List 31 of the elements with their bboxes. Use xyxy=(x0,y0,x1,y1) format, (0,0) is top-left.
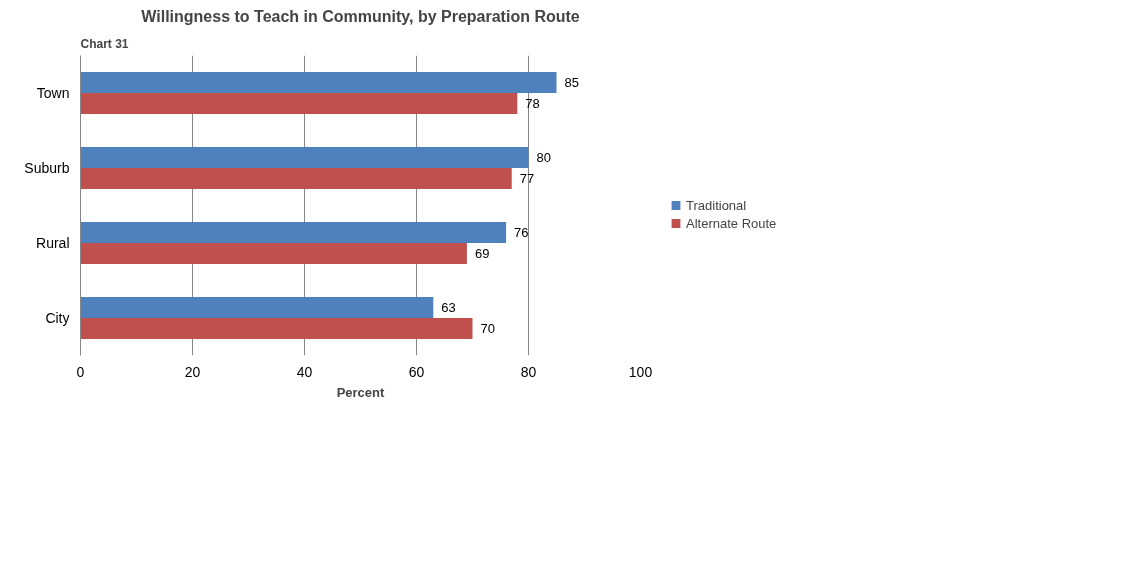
x-tick-label: 80 xyxy=(520,363,537,380)
data-label: 63 xyxy=(441,300,456,315)
chart-title: Willingness to Teach in Community, by Preparation Route xyxy=(141,7,580,25)
x-tick-label: 40 xyxy=(296,363,313,380)
legend-label: Traditional xyxy=(686,197,747,213)
x-tick-label: 0 xyxy=(76,363,85,380)
x-tick-label: 60 xyxy=(408,363,425,380)
data-label: 85 xyxy=(564,75,579,90)
legend-label: Alternate Route xyxy=(686,215,777,231)
bar xyxy=(80,72,557,93)
bar xyxy=(80,243,467,264)
bar xyxy=(80,297,434,318)
bar xyxy=(80,93,518,114)
y-tick-label: Suburb xyxy=(24,160,70,176)
data-label: 69 xyxy=(474,246,490,261)
caption: Chart 31 xyxy=(80,36,129,51)
bar xyxy=(80,318,473,339)
data-label: 80 xyxy=(536,150,551,165)
data-label: 70 xyxy=(480,321,495,336)
y-tick-label: Rural xyxy=(36,235,70,251)
bar xyxy=(80,222,507,243)
y-tick-label: City xyxy=(45,310,70,326)
x-tick-label: 20 xyxy=(184,363,201,380)
y-tick-label: Town xyxy=(36,85,70,101)
bar xyxy=(80,168,512,189)
x-axis-title: Percent xyxy=(336,384,386,400)
data-label: 76 xyxy=(514,225,529,240)
data-label: 77 xyxy=(519,171,535,186)
bar xyxy=(80,147,529,168)
data-label: 78 xyxy=(525,96,540,111)
x-tick-label: 100 xyxy=(628,363,653,380)
